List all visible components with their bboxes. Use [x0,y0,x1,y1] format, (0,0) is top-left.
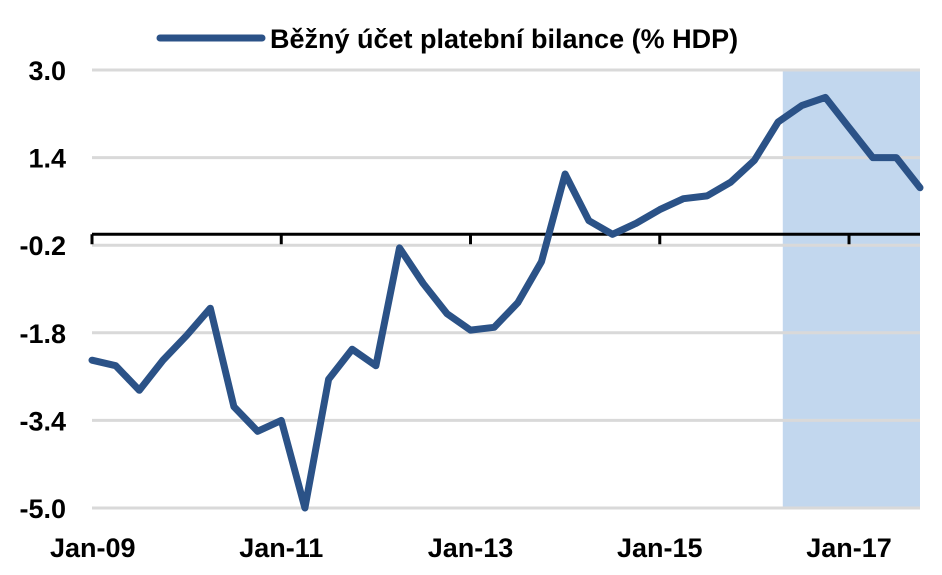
x-tick-label: Jan-13 [428,533,514,563]
y-tick-label: -3.4 [19,406,66,436]
series-line [88,93,924,512]
y-tick-label: 1.4 [28,144,66,174]
legend: Běžný účet platební bilance (% HDP) [156,24,738,54]
x-tick-label: Jan-11 [239,533,323,563]
y-tick-label: -5.0 [19,494,66,524]
legend-label: Běžný účet platební bilance (% HDP) [270,24,738,54]
highlight-region [782,70,920,508]
x-tick-label: Jan-17 [806,533,892,563]
x-tick-label: Jan-09 [50,533,136,563]
y-tick-label: 3.0 [28,56,66,86]
x-tick-label: Jan-15 [617,533,703,563]
y-tick-label: -1.8 [19,319,66,349]
y-tick-label: -0.2 [19,231,66,261]
